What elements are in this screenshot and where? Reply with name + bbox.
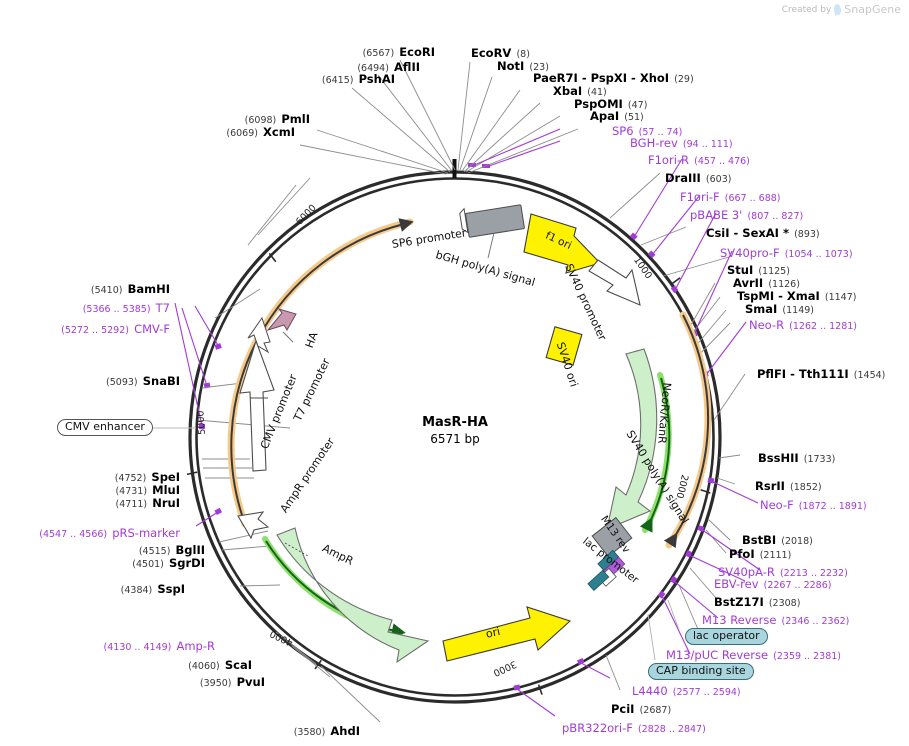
lac-operator-connector (667, 599, 680, 631)
ruler-ticks (186, 252, 711, 695)
feature-lac-cluster (587, 549, 626, 591)
label-pcii: PciI (2687) (611, 702, 672, 716)
label-apai: ApaI (51) (590, 109, 644, 123)
label-pbr322ori-f: pBR322ori-F (2828 .. 2847) (562, 721, 706, 735)
ruler-tick-5000: 5000 (195, 410, 208, 435)
label-pshai: (6415) PshAI (321, 72, 395, 86)
feature-arc-green-right (639, 372, 672, 533)
label-csii-sexai: CsiI - SexAI * (893) (706, 226, 820, 240)
label-bglii: (4515) BglII (138, 543, 205, 557)
label-scai: (4060) ScaI (188, 658, 252, 672)
feature-arc-orange-right (663, 311, 712, 549)
label-bsshii: BssHII (1733) (758, 451, 836, 465)
label-tspmi-xmai: TspMI - XmaI (1147) (737, 289, 857, 303)
label-l4440: L4440 (2577 .. 2594) (632, 684, 741, 698)
label-sgrdi: (4501) SgrDI (132, 556, 205, 570)
label-bamhi: (5410) BamHI (90, 282, 170, 296)
label-nrui: (4711) NruI (115, 496, 180, 510)
cap-site-connector (647, 613, 656, 661)
watermark-prefix: Created by (781, 4, 832, 15)
label-cmv-f: (5272 .. 5292) CMV-F (61, 322, 170, 336)
label-sv40pro-f: SV40pro-F (1054 .. 1073) (720, 246, 853, 260)
label-aflii: (6494) AflII (357, 60, 420, 74)
feature-bgh-polya (465, 204, 525, 259)
label-avrii: AvrII (1126) (733, 276, 800, 290)
feature-neor-kanr (606, 348, 658, 530)
label-bgh-rev: BGH-rev (94 .. 111) (630, 136, 733, 150)
label-neo-f: Neo-F (1872 .. 1891) (760, 498, 867, 512)
label-t7: (5366 .. 5385) T7 (82, 301, 170, 315)
label-snabi: (5093) SnaBI (106, 374, 180, 388)
label-pflfi-tth111i: PflFI - Tth111I (1454) (757, 367, 886, 381)
label-smai: SmaI (1149) (745, 302, 814, 316)
label-sspi: (4384) SspI (120, 582, 185, 596)
label-pmli: (6098) PmlI (244, 112, 310, 126)
label-noti: NotI (23) (497, 59, 549, 73)
snapgene-watermark: Created by SnapGene (782, 3, 901, 16)
label-m13-reverse: M13 Reverse (2346 .. 2362) (702, 613, 850, 627)
label-m13-puc-reverse: M13/pUC Reverse (2359 .. 2381) (666, 648, 842, 662)
label-pfoi: PfoI (2111) (729, 547, 792, 561)
label-neo-r: Neo-R (1262 .. 1281) (749, 318, 858, 332)
label-stui: StuI (1125) (727, 263, 790, 277)
label-ecori: (6567) EcoRI (362, 45, 435, 59)
feature-t7-promoter (247, 316, 271, 354)
label-pvui: (3950) PvuI (199, 675, 265, 689)
plasmid-name: MasR-HA (422, 415, 488, 430)
label-sv40pa-r: SV40pA-R (2213 .. 2232) (718, 565, 848, 579)
feature-f1-ori (523, 213, 602, 274)
boxed-label-cap-binding-site: CAP binding site (648, 663, 754, 680)
label-draiii: DraIII (603) (665, 171, 732, 185)
label-paer7i-pspxi-xhoi: PaeR7I - PspXI - XhoI (29) (533, 71, 694, 85)
feature-ori (442, 606, 572, 662)
boxed-label-cmv-enhancer: CMV enhancer (57, 419, 153, 436)
feature-sv40-polya (591, 516, 633, 558)
label-prs-marker: (4547 .. 4566) pRS-marker (39, 526, 180, 540)
label-ebv-rev: EBV-rev (2267 .. 2286) (714, 577, 832, 591)
label-ahdi: (3580) AhdI (293, 724, 360, 738)
feature-ampr (237, 511, 430, 664)
label-spei: (4752) SpeI (114, 470, 180, 484)
leader-lines-primers (174, 128, 761, 717)
label-pbabe-3prime: pBABE 3' (807 .. 827) (690, 208, 804, 222)
label-rsrii: RsrII (1852) (755, 479, 822, 493)
leader-lines-enzymes (196, 59, 746, 723)
feature-sp6-promoter (459, 207, 469, 234)
label-bstz17i: BstZ17I (2308) (714, 595, 801, 609)
feature-cmv-promoter (239, 339, 275, 472)
label-xbai: XbaI (41) (553, 84, 607, 98)
label-f1ori-f: F1ori-F (667 .. 688) (680, 190, 781, 204)
boxed-label-lac-operator: lac operator (685, 628, 768, 645)
label-ecorv: EcoRV (8) (471, 46, 530, 60)
watermark-brand: SnapGene (844, 3, 901, 16)
label-mlui: (4731) MluI (115, 483, 180, 497)
feature-ha-tag (266, 308, 297, 343)
feature-sv40-promoter (588, 259, 641, 306)
label-sp6: SP6 (57 .. 74) (612, 124, 683, 138)
snapgene-leaf-icon (833, 3, 843, 16)
plasmid-size: 6571 bp (430, 432, 480, 446)
label-f1ori-r: F1ori-R (457 .. 476) (648, 153, 750, 167)
label-bstbi: BstBI (2018) (742, 533, 813, 547)
label-pspomi: PspOMI (47) (574, 97, 648, 111)
label-amp-r: (4130 .. 4149) Amp-R (103, 639, 215, 653)
label-xcmi: (6069) XcmI (226, 125, 295, 139)
feature-sv40-ori (545, 326, 583, 366)
